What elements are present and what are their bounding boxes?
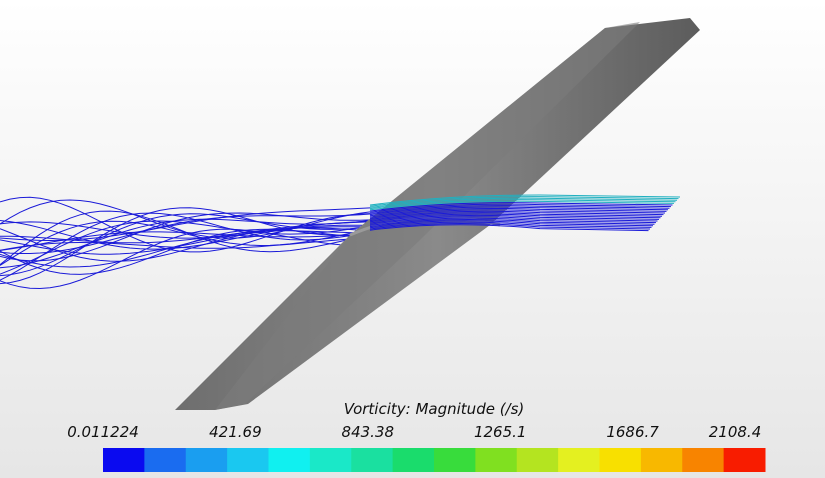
streamline — [0, 218, 371, 269]
streamline — [369, 197, 678, 208]
streamline — [369, 220, 654, 228]
streamline — [0, 231, 371, 251]
streamline — [0, 213, 371, 277]
streamline — [0, 212, 371, 262]
streamline — [0, 210, 371, 266]
legend-label: 2108.4 — [709, 423, 762, 441]
legend-label: 0.011224 — [67, 423, 139, 441]
color-swatch — [682, 448, 725, 472]
legend-label: 843.38 — [342, 423, 395, 441]
color-swatch — [351, 448, 394, 472]
color-swatch — [227, 448, 269, 472]
streamline — [0, 228, 370, 290]
streamline — [369, 210, 664, 219]
color-swatch — [640, 448, 683, 472]
streamline — [369, 194, 681, 206]
streamline — [369, 203, 672, 213]
streamline — [369, 221, 652, 229]
color-swatch — [558, 448, 600, 472]
legend-label: 421.69 — [209, 423, 262, 441]
streamline — [0, 196, 371, 253]
streamline — [369, 212, 663, 220]
color-swatch — [392, 448, 435, 472]
streamline — [369, 202, 673, 212]
streamline — [369, 206, 669, 216]
streamlines-front — [369, 194, 681, 232]
color-swatch — [103, 448, 145, 472]
streamline — [369, 205, 670, 214]
streamline — [369, 224, 649, 232]
streamline — [369, 209, 666, 218]
streamline — [369, 222, 651, 230]
color-swatch — [268, 448, 311, 472]
color-swatch — [723, 448, 766, 472]
legend-title: Vorticity: Magnitude (/s) — [344, 400, 525, 418]
streamline — [369, 199, 676, 210]
streamline — [0, 228, 371, 275]
streamline — [369, 207, 667, 217]
color-swatch — [185, 448, 228, 472]
streamline — [369, 213, 661, 222]
streamline — [0, 220, 371, 250]
legend-label: 1265.1 — [474, 423, 527, 441]
streamline — [369, 214, 660, 223]
color-swatch — [144, 448, 187, 472]
streamline — [369, 217, 657, 225]
streamline — [0, 227, 371, 262]
color-swatch — [516, 448, 559, 472]
streamline — [369, 200, 675, 211]
color-swatch — [475, 448, 518, 472]
color-swatch — [434, 448, 476, 472]
streamline — [0, 220, 371, 239]
legend-label: 1686.7 — [606, 423, 659, 441]
color-swatch — [599, 448, 642, 472]
streamline — [369, 196, 679, 207]
streamline — [0, 237, 371, 251]
streamlines-back — [0, 196, 371, 290]
color-swatch — [309, 448, 352, 472]
streamline — [0, 220, 371, 266]
color-bar: 0.011224 421.69 843.38 1265.1 1686.7 2108.4 — [67, 423, 766, 472]
streamline — [369, 216, 658, 224]
streamline — [0, 207, 371, 285]
streamline — [369, 218, 655, 226]
